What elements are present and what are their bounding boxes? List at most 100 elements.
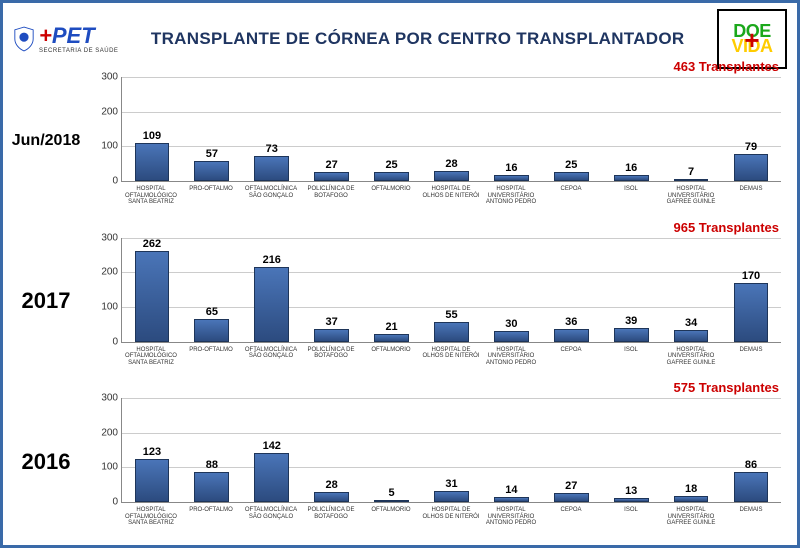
bar: 216 — [254, 267, 289, 342]
bar-value: 25 — [385, 159, 397, 171]
x-label: HOSPITAL DE OLHOS DE NITERÓI — [421, 505, 481, 539]
bar: 27 — [554, 493, 589, 502]
bar: 262 — [135, 251, 170, 342]
x-label: ISOL — [601, 345, 661, 379]
bar-value: 5 — [389, 487, 395, 499]
bar: 79 — [734, 154, 769, 181]
period-label: 2017 — [9, 288, 83, 314]
secretaria-label: SECRETARIA DE SAÚDE — [39, 48, 118, 54]
x-label: POLICLÍNICA DE BOTAFOGO — [301, 505, 361, 539]
y-tick: 0 — [88, 497, 118, 508]
bar-value: 14 — [505, 484, 517, 496]
y-tick: 200 — [88, 106, 118, 117]
bar-slot: 21 — [362, 238, 422, 342]
x-label: CEPOA — [541, 505, 601, 539]
bar-value: 18 — [685, 483, 697, 495]
bar: 88 — [194, 472, 229, 503]
bar-value: 86 — [745, 459, 757, 471]
bar: 27 — [314, 172, 349, 181]
y-tick: 0 — [88, 176, 118, 187]
bar-slot: 86 — [721, 398, 781, 502]
bar: 109 — [135, 143, 170, 181]
x-label: HOSPITAL UNIVERSITÁRIO GAFREE GUINLE — [661, 345, 721, 379]
bar-slot: 18 — [661, 398, 721, 502]
bars: 2626521637215530363934170 — [122, 238, 781, 342]
bar-slot: 16 — [601, 77, 661, 181]
charts-container: Jun/2018463 Transplantes0100200300109577… — [3, 63, 797, 539]
x-labels: HOSPITAL OFTALMOLÓGICO SANTA BEATRIZPRO-… — [121, 184, 781, 218]
bar: 30 — [494, 331, 529, 341]
x-label: DEMAIS — [721, 345, 781, 379]
bar-value: 262 — [143, 238, 161, 250]
bar-value: 34 — [685, 317, 697, 329]
bar-value: 216 — [263, 254, 281, 266]
bars: 109 57 73 27 25 28 16 25 16 7 79 — [122, 77, 781, 181]
x-label: POLICLÍNICA DE BOTAFOGO — [301, 345, 361, 379]
bar-value: 16 — [625, 162, 637, 174]
chart-row: 2016575 Transplantes01002003001238814228… — [9, 384, 785, 539]
bar: 14 — [494, 497, 529, 502]
bar-slot: 65 — [182, 238, 242, 342]
slide-frame: +PET SECRETARIA DE SAÚDE TRANSPLANTE DE … — [0, 0, 800, 548]
bar-value: 142 — [263, 440, 281, 452]
pet-text: PET — [52, 23, 95, 48]
bar: 25 — [554, 172, 589, 181]
bar: 65 — [194, 319, 229, 342]
bar: 86 — [734, 472, 769, 502]
bar-slot: 216 — [242, 238, 302, 342]
bar-slot: 37 — [302, 238, 362, 342]
bar-slot: 31 — [422, 398, 482, 502]
bar-slot: 13 — [601, 398, 661, 502]
x-label: HOSPITAL UNIVERSITÁRIO ANTONIO PEDRO — [481, 184, 541, 218]
bar: 25 — [374, 172, 409, 181]
bar: 28 — [434, 171, 469, 181]
bar-slot: 57 — [182, 77, 242, 181]
bar-value: 88 — [206, 459, 218, 471]
x-label: PRO-OFTALMO — [181, 505, 241, 539]
doe-plus-icon: + — [744, 29, 759, 51]
bar-slot: 27 — [302, 77, 362, 181]
total-label: 463 Transplantes — [674, 59, 780, 74]
x-label: OFTALMORIO — [361, 184, 421, 218]
bar-slot: 30 — [481, 238, 541, 342]
bar-value: 55 — [445, 309, 457, 321]
x-label: CEPOA — [541, 345, 601, 379]
bar-slot: 34 — [661, 238, 721, 342]
bar: 13 — [614, 498, 649, 503]
x-label: ISOL — [601, 505, 661, 539]
bar: 21 — [374, 334, 409, 341]
bar-slot: 16 — [481, 77, 541, 181]
bar: 123 — [135, 459, 170, 502]
x-label: HOSPITAL OFTALMOLÓGICO SANTA BEATRIZ — [121, 345, 181, 379]
bar-slot: 7 — [661, 77, 721, 181]
bar-slot: 25 — [362, 77, 422, 181]
bar: 142 — [254, 453, 289, 502]
bar-value: 36 — [565, 316, 577, 328]
chart: 575 Transplantes010020030012388142285311… — [83, 384, 785, 539]
x-label: HOSPITAL DE OLHOS DE NITERÓI — [421, 345, 481, 379]
x-labels: HOSPITAL OFTALMOLÓGICO SANTA BEATRIZPRO-… — [121, 505, 781, 539]
bar-slot: 262 — [122, 238, 182, 342]
x-label: HOSPITAL UNIVERSITÁRIO ANTONIO PEDRO — [481, 345, 541, 379]
x-label: DEMAIS — [721, 184, 781, 218]
shield-icon — [13, 26, 35, 52]
bar: 73 — [254, 156, 289, 181]
bar: 170 — [734, 283, 769, 342]
bar-slot: 170 — [721, 238, 781, 342]
bar: 34 — [674, 330, 709, 342]
chart: 463 Transplantes010020030010957732725281… — [83, 63, 785, 218]
bar-value: 16 — [505, 162, 517, 174]
bar: 37 — [314, 329, 349, 342]
x-label: OFTALMOCLÍNICA SÃO GONÇALO — [241, 345, 301, 379]
bar-value: 109 — [143, 130, 161, 142]
total-label: 965 Transplantes — [674, 220, 780, 235]
x-label: HOSPITAL UNIVERSITÁRIO GAFREE GUINLE — [661, 505, 721, 539]
bar: 55 — [434, 322, 469, 341]
x-label: HOSPITAL OFTALMOLÓGICO SANTA BEATRIZ — [121, 184, 181, 218]
bar-value: 57 — [206, 148, 218, 160]
bar: 16 — [614, 175, 649, 181]
plus-icon: + — [39, 23, 52, 48]
bar: 18 — [674, 496, 709, 502]
bar-slot: 109 — [122, 77, 182, 181]
x-label: HOSPITAL DE OLHOS DE NITERÓI — [421, 184, 481, 218]
